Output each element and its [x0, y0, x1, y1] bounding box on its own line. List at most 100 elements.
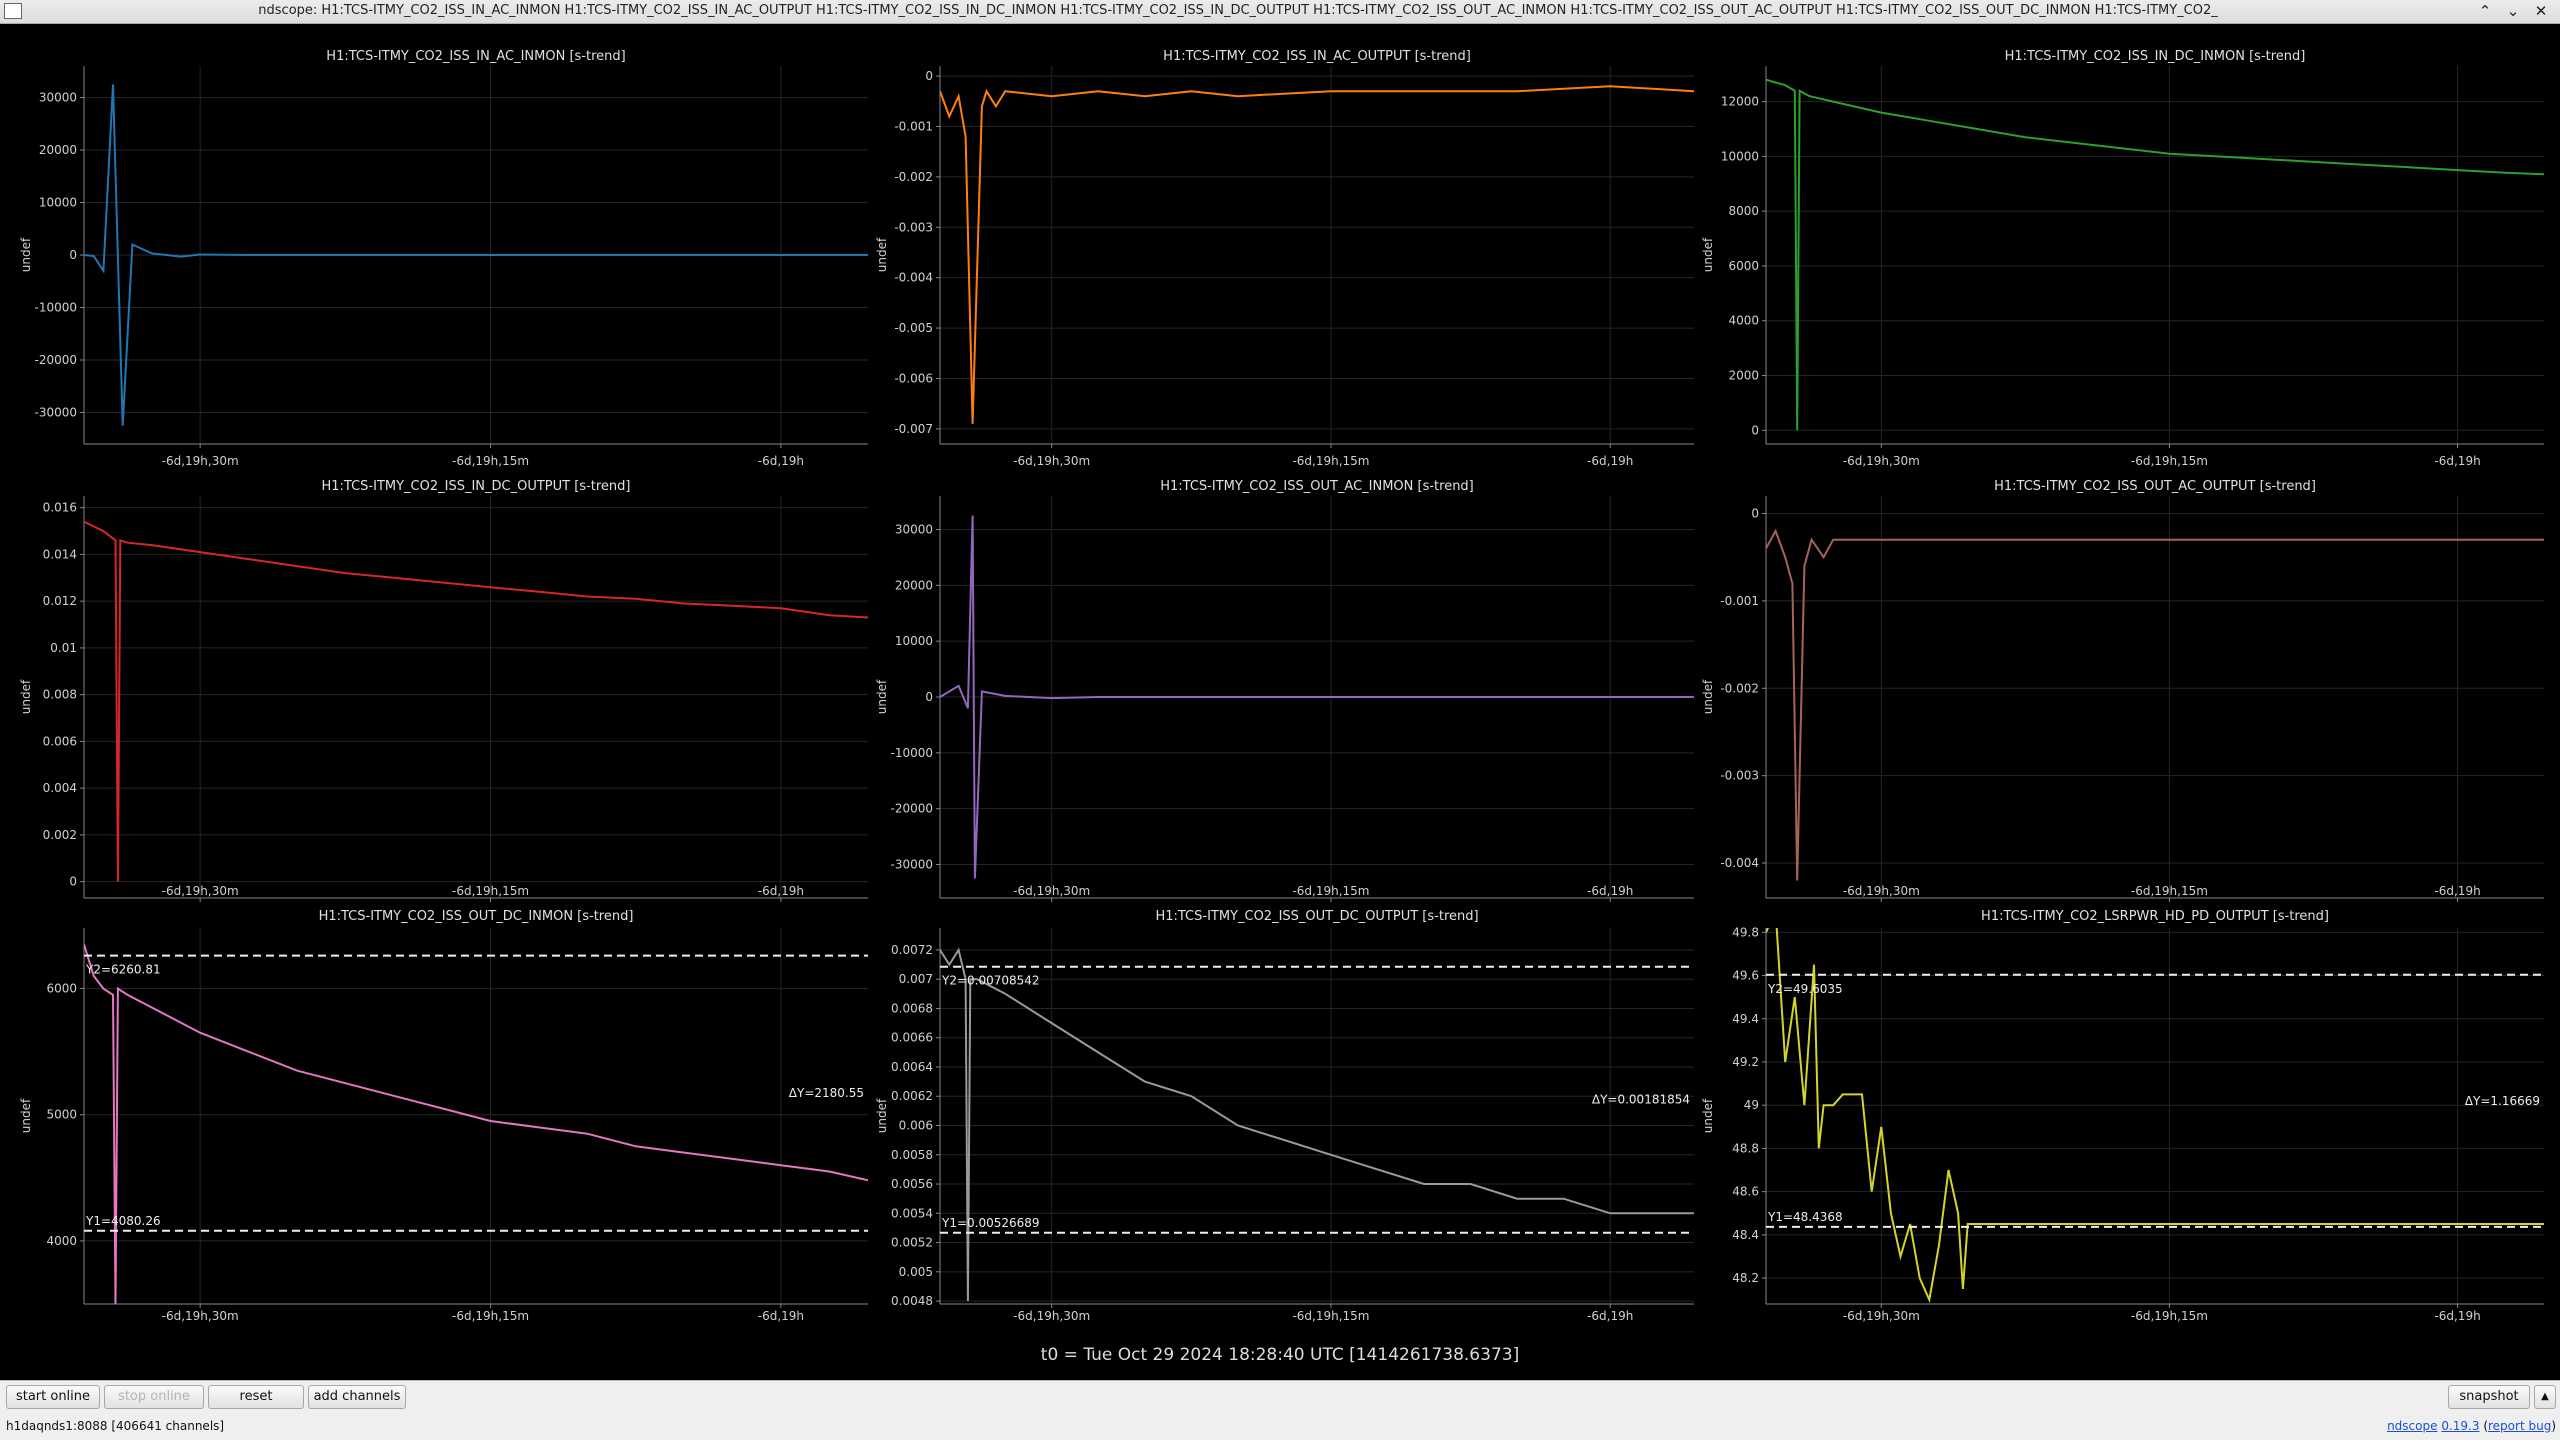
cursor-y1-label: Y1=4080.26 [85, 1214, 161, 1228]
series-line [84, 84, 868, 426]
plot-title: H1:TCS-ITMY_CO2_ISS_IN_DC_OUTPUT [s-tren… [322, 479, 631, 494]
y-axis-label: undef [19, 1098, 33, 1133]
y-tick-label: -0.007 [894, 422, 933, 436]
x-tick-label: -6d,19h [2434, 884, 2480, 898]
x-tick-label: -6d,19h,30m [162, 454, 239, 468]
y-tick-label: 0 [1751, 423, 1759, 437]
y-tick-label: 0.0068 [891, 1001, 933, 1015]
y-tick-label: -0.005 [894, 321, 933, 335]
y-tick-label: 0.0056 [891, 1177, 933, 1191]
x-tick-label: -6d,19h,15m [2131, 1309, 2208, 1323]
maximize-icon[interactable]: ⌄ [2506, 2, 2520, 20]
y-tick-label: 4000 [46, 1234, 77, 1248]
cursor-y2-label: Y2=49.6035 [1767, 982, 1843, 996]
series-line [940, 947, 1694, 1302]
x-tick-label: -6d,19h,30m [1013, 454, 1090, 468]
plot-panel[interactable]: H1:TCS-ITMY_CO2_LSRPWR_HD_PD_OUTPUT [s-t… [1701, 909, 2544, 1323]
y-tick-label: -30000 [890, 858, 933, 872]
snapshot-button[interactable]: snapshot [2448, 1385, 2530, 1409]
y-tick-label: 49 [1744, 1098, 1759, 1112]
cursor-delta-label: ΔY=1.16669 [2465, 1094, 2540, 1108]
series-line [84, 520, 868, 882]
y-tick-label: 0.004 [43, 781, 77, 795]
y-tick-label: 6000 [46, 982, 77, 996]
plot-title: H1:TCS-ITMY_CO2_ISS_IN_DC_INMON [s-trend… [2005, 49, 2306, 64]
report-bug-link[interactable]: report bug [2488, 1419, 2552, 1433]
reset-button[interactable]: reset [208, 1385, 304, 1409]
y-tick-label: -10000 [34, 301, 77, 315]
plot-panel[interactable]: H1:TCS-ITMY_CO2_ISS_OUT_AC_OUTPUT [s-tre… [1701, 479, 2544, 902]
y-tick-label: 48.8 [1732, 1141, 1759, 1155]
y-tick-label: 30000 [895, 523, 933, 537]
x-tick-label: -6d,19h,15m [452, 1309, 529, 1323]
y-axis-label: undef [875, 1098, 889, 1133]
y-tick-label: 6000 [1728, 259, 1759, 273]
y-tick-label: 30000 [39, 91, 77, 105]
y-tick-label: 0.002 [43, 828, 77, 842]
y-tick-label: -20000 [34, 353, 77, 367]
x-tick-label: -6d,19h,15m [2131, 884, 2208, 898]
series-line [940, 85, 1694, 424]
y-tick-label: 0.01 [50, 641, 77, 655]
y-tick-label: 8000 [1728, 204, 1759, 218]
y-tick-label: 49.2 [1732, 1055, 1759, 1069]
y-tick-label: -0.002 [1720, 681, 1759, 695]
y-tick-label: 10000 [39, 196, 77, 210]
plots-canvas[interactable]: H1:TCS-ITMY_CO2_ISS_IN_AC_INMON [s-trend… [0, 24, 2560, 1380]
series-line [940, 515, 1694, 879]
plot-panel[interactable]: H1:TCS-ITMY_CO2_ISS_OUT_DC_INMON [s-tren… [19, 909, 868, 1323]
y-tick-label: -0.004 [894, 271, 933, 285]
x-tick-label: -6d,19h,15m [2131, 454, 2208, 468]
y-axis-label: undef [19, 679, 33, 714]
plot-title: H1:TCS-ITMY_CO2_ISS_OUT_AC_INMON [s-tren… [1160, 479, 1474, 494]
close-icon[interactable]: ✕ [2534, 2, 2548, 20]
start-online-button[interactable]: start online [6, 1385, 100, 1409]
y-axis-label: undef [1701, 679, 1715, 714]
version-link[interactable]: 0.19.3 [2441, 1419, 2480, 1433]
y-axis-label: undef [875, 237, 889, 272]
stop-online-button[interactable]: stop online [104, 1385, 204, 1409]
y-axis-label: undef [19, 237, 33, 272]
y-tick-label: 49.8 [1732, 925, 1759, 939]
x-tick-label: -6d,19h [758, 884, 804, 898]
plot-panel[interactable]: H1:TCS-ITMY_CO2_ISS_OUT_AC_INMON [s-tren… [875, 479, 1694, 902]
expand-icon[interactable]: ▲ [2534, 1385, 2556, 1409]
y-tick-label: 0.0062 [891, 1089, 933, 1103]
y-tick-label: 2000 [1728, 369, 1759, 383]
y-tick-label: 0 [925, 690, 933, 704]
x-tick-label: -6d,19h,30m [162, 884, 239, 898]
add-channels-button[interactable]: add channels [308, 1385, 406, 1409]
version-info: ndscope 0.19.3 (report bug) [2387, 1419, 2556, 1433]
y-axis-label: undef [1701, 1098, 1715, 1133]
y-axis-label: undef [1701, 237, 1715, 272]
server-address: h1daqnds1:8088 [6, 1419, 108, 1433]
y-tick-label: -0.001 [894, 119, 933, 133]
cursor-y2-label: Y2=6260.81 [85, 963, 161, 977]
series-line [1766, 78, 2544, 431]
x-tick-label: -6d,19h,15m [452, 884, 529, 898]
y-tick-label: 0.0066 [891, 1031, 933, 1045]
minimize-icon[interactable]: ⌃ [2478, 2, 2492, 20]
plot-grid[interactable]: H1:TCS-ITMY_CO2_ISS_IN_AC_INMON [s-trend… [0, 24, 2560, 1380]
y-tick-label: 0 [69, 875, 77, 889]
y-tick-label: -20000 [890, 802, 933, 816]
y-tick-label: 0 [69, 248, 77, 262]
plot-panel[interactable]: H1:TCS-ITMY_CO2_ISS_IN_DC_OUTPUT [s-tren… [19, 479, 868, 902]
y-tick-label: 49.4 [1732, 1012, 1759, 1026]
y-tick-label: 20000 [39, 143, 77, 157]
status-bar: h1daqnds1:8088 [406641 channels] [6, 1419, 224, 1433]
y-tick-label: 4000 [1728, 314, 1759, 328]
y-tick-label: 0.0058 [891, 1148, 933, 1162]
x-tick-label: -6d,19h,30m [1843, 1309, 1920, 1323]
cursor-y2-label: Y2=0.00708542 [941, 974, 1040, 988]
y-tick-label: 49.6 [1732, 969, 1759, 983]
y-tick-label: -0.003 [894, 220, 933, 234]
x-tick-label: -6d,19h [1587, 454, 1633, 468]
plot-panel[interactable]: H1:TCS-ITMY_CO2_ISS_IN_AC_INMON [s-trend… [19, 49, 868, 468]
x-tick-label: -6d,19h,15m [452, 454, 529, 468]
plot-panel[interactable]: H1:TCS-ITMY_CO2_ISS_OUT_DC_OUTPUT [s-tre… [875, 909, 1694, 1323]
plot-panel[interactable]: H1:TCS-ITMY_CO2_ISS_IN_AC_OUTPUT [s-tren… [875, 49, 1694, 468]
x-tick-label: -6d,19h,15m [1292, 454, 1369, 468]
ndscope-link[interactable]: ndscope [2387, 1419, 2438, 1433]
plot-panel[interactable]: H1:TCS-ITMY_CO2_ISS_IN_DC_INMON [s-trend… [1701, 49, 2544, 468]
